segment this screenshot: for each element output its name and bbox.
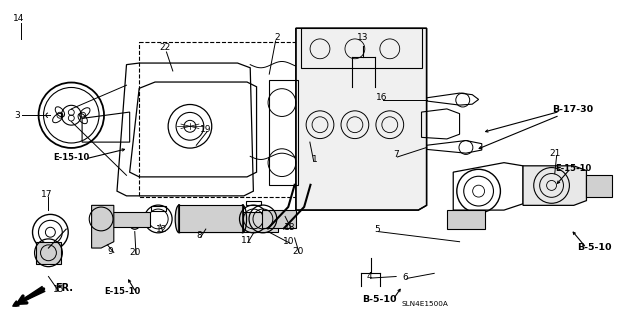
Text: FR.: FR. <box>55 283 73 293</box>
Text: 17: 17 <box>42 190 53 199</box>
Text: 9: 9 <box>108 247 113 256</box>
Text: 10: 10 <box>282 237 294 246</box>
Polygon shape <box>262 210 296 228</box>
Polygon shape <box>447 210 485 229</box>
Text: E-15-10: E-15-10 <box>53 153 90 162</box>
Bar <box>179 212 278 232</box>
Polygon shape <box>36 242 61 264</box>
Text: 3: 3 <box>14 111 20 120</box>
Text: 4: 4 <box>367 272 372 281</box>
Text: 21: 21 <box>549 149 561 158</box>
Text: 16: 16 <box>376 93 388 102</box>
Text: B-5-10: B-5-10 <box>577 243 612 252</box>
Text: 22: 22 <box>159 43 170 52</box>
Text: 5: 5 <box>374 225 380 234</box>
Text: 2: 2 <box>274 33 280 42</box>
Text: 8: 8 <box>196 231 202 240</box>
Polygon shape <box>296 28 427 210</box>
Polygon shape <box>179 205 243 232</box>
Polygon shape <box>523 166 586 205</box>
Text: 14: 14 <box>13 14 24 23</box>
Text: 7: 7 <box>393 150 399 159</box>
Text: E-15-10: E-15-10 <box>556 164 592 173</box>
Text: 20: 20 <box>129 248 140 257</box>
Polygon shape <box>92 205 114 248</box>
Text: 6: 6 <box>403 273 408 282</box>
Text: 20: 20 <box>292 247 303 256</box>
Circle shape <box>130 219 140 229</box>
Text: 1: 1 <box>312 155 318 164</box>
Text: 19: 19 <box>200 125 212 134</box>
Text: 15: 15 <box>53 285 65 294</box>
Polygon shape <box>586 175 612 197</box>
Text: B-5-10: B-5-10 <box>362 295 396 304</box>
Text: E-15-10: E-15-10 <box>104 287 140 296</box>
Text: 13: 13 <box>357 33 369 42</box>
Ellipse shape <box>175 205 183 233</box>
Text: SLN4E1500A: SLN4E1500A <box>401 301 448 307</box>
Polygon shape <box>101 212 150 226</box>
Text: 18: 18 <box>284 223 296 232</box>
Text: 12: 12 <box>156 225 167 234</box>
Text: B-17-30: B-17-30 <box>552 105 593 114</box>
Text: 11: 11 <box>241 236 253 245</box>
